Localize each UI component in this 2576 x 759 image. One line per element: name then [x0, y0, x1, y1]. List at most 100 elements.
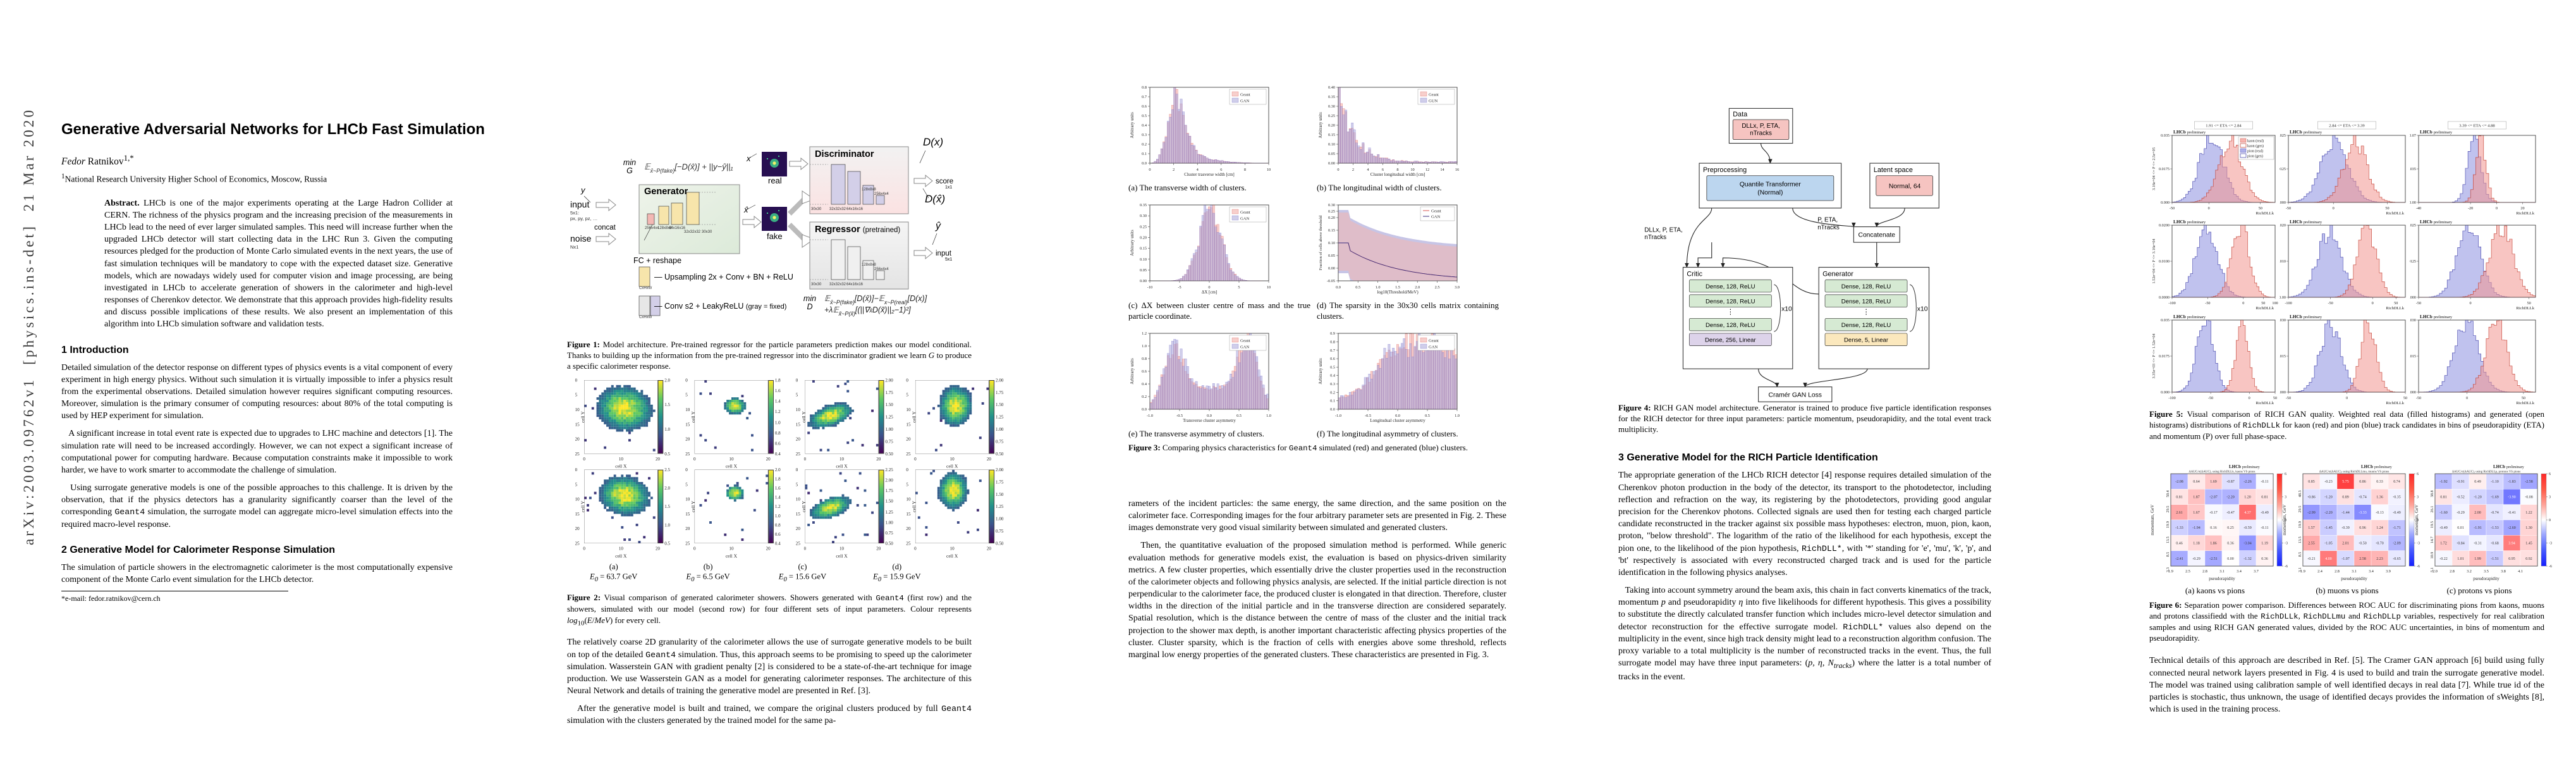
svg-text:Longitudual cluster asymmetry: Longitudual cluster asymmetry: [1370, 418, 1425, 423]
svg-text:0.8: 0.8: [1142, 85, 1147, 90]
svg-text:3.1: 3.1: [2219, 569, 2225, 574]
svg-text:0.49: 0.49: [2474, 480, 2481, 484]
svg-text:CxHxW: CxHxW: [639, 316, 652, 319]
svg-text:0.6: 0.6: [1330, 357, 1335, 361]
svg-text:50: 50: [2261, 301, 2265, 305]
svg-text:ΔAUC/σ(ΔAUC), using RichDLLp,: ΔAUC/σ(ΔAUC), using RichDLLp, protons VS…: [2452, 471, 2520, 474]
svg-text:0.025: 0.025: [2280, 133, 2286, 138]
svg-text:ŷ: ŷ: [935, 221, 941, 231]
svg-text:19.9: 19.9: [2166, 521, 2170, 528]
svg-text:1.67: 1.67: [2193, 510, 2200, 514]
svg-text:0.0: 0.0: [1142, 407, 1147, 412]
svg-text:1.36: 1.36: [2376, 495, 2383, 499]
svg-text:0.85: 0.85: [2308, 480, 2315, 484]
svg-text:0.35: 0.35: [1328, 95, 1335, 99]
svg-text:Generator: Generator: [644, 187, 688, 197]
svg-text:-1.44: -1.44: [2341, 510, 2350, 514]
svg-text:0.46: 0.46: [2176, 541, 2183, 545]
svg-text:2: 2: [1352, 168, 1354, 172]
svg-text:30x30: 30x30: [811, 207, 822, 211]
svg-text:-0.17: -0.17: [2209, 510, 2218, 514]
svg-text:1.2: 1.2: [1142, 331, 1147, 336]
svg-text:1.18: 1.18: [2193, 541, 2200, 545]
svg-text:0.025: 0.025: [2410, 223, 2416, 228]
svg-text:LHCb preliminary: LHCb preliminary: [2420, 219, 2453, 225]
svg-text:-0.35: -0.35: [2393, 495, 2401, 499]
svg-text:-2.41: -2.41: [2175, 557, 2183, 560]
svg-text:0.035: 0.035: [2161, 133, 2170, 138]
svg-text:GAN: GAN: [1429, 345, 1438, 349]
svg-text:19.9: 19.9: [2298, 521, 2302, 528]
svg-text:-0.41: -0.41: [2508, 510, 2516, 514]
svg-text:0.7: 0.7: [1330, 348, 1335, 352]
svg-text:0.015: 0.015: [2410, 354, 2416, 359]
svg-text:29.5: 29.5: [2298, 505, 2302, 512]
svg-text:-2.60: -2.60: [2508, 526, 2516, 530]
svg-text:Cramér GAN Loss: Cramér GAN Loss: [1769, 392, 1822, 398]
svg-text:-2.20: -2.20: [2324, 510, 2333, 514]
svg-text:-0.08: -0.08: [2525, 495, 2533, 499]
svg-text:Geant: Geant: [1429, 93, 1439, 97]
svg-text:10: 10: [1410, 168, 1414, 172]
svg-text:-1.33: -1.33: [2175, 526, 2183, 530]
svg-text:32x32x32: 32x32x32: [829, 283, 846, 287]
svg-text:0.000: 0.000: [2161, 390, 2170, 395]
svg-text:𝔼x̂~P(fake)[D(x̂)]−𝔼x~P(real: 𝔼x̂~P(fake)[D(x̂)]−𝔼x~P(real)[D(x)]: [824, 294, 927, 305]
svg-text:-0.31: -0.31: [2474, 541, 2482, 545]
svg-text:0: 0: [2470, 301, 2472, 305]
svg-text:GAN: GAN: [1431, 214, 1441, 219]
svg-text:-0.86: -0.86: [2307, 495, 2316, 499]
svg-text:-1.10: -1.10: [2491, 480, 2499, 484]
svg-text:-0.39: -0.39: [2341, 526, 2350, 530]
svg-text:min: min: [803, 294, 816, 303]
svg-text:⋮: ⋮: [1727, 308, 1734, 316]
svg-text:0.81: 0.81: [2440, 495, 2447, 499]
svg-text:0.30: 0.30: [1328, 203, 1335, 207]
svg-text:0.1: 0.1: [1142, 152, 1147, 156]
svg-text:0.92: 0.92: [2525, 557, 2532, 560]
svg-text:-1.51: -1.51: [2491, 557, 2499, 560]
svg-text:DLLx, P, ETA,: DLLx, P, ETA,: [1644, 226, 1682, 233]
svg-text:-2.58: -2.58: [2525, 480, 2533, 484]
svg-text:0.20: 0.20: [1328, 216, 1335, 220]
svg-text:1x1: 1x1: [945, 185, 952, 190]
svg-text:1.99: 1.99: [2474, 557, 2481, 560]
svg-text:1.0: 1.0: [1142, 344, 1147, 349]
svg-text:0.2: 0.2: [1142, 395, 1147, 399]
svg-text:1.72: 1.72: [2440, 541, 2447, 545]
svg-text:Dense, 256, Linear: Dense, 256, Linear: [1705, 337, 1756, 344]
svg-text:-0.84: -0.84: [2457, 541, 2465, 545]
svg-text:0.4: 0.4: [1330, 373, 1336, 378]
svg-text:0.5: 0.5: [1355, 285, 1360, 290]
svg-text:0.64: 0.64: [2193, 480, 2200, 484]
svg-text:-2.07: -2.07: [2209, 495, 2218, 499]
svg-text:ΔX [cm]: ΔX [cm]: [1202, 290, 1218, 295]
svg-text:noise: noise: [570, 233, 592, 244]
svg-text:5x1: 5x1: [945, 257, 952, 262]
svg-text:-0.59: -0.59: [2243, 526, 2252, 530]
svg-text:RichDLLk: RichDLLk: [2386, 401, 2404, 405]
svg-text:momentum, GeV: momentum, GeV: [2282, 504, 2287, 535]
svg-text:0.035: 0.035: [2410, 167, 2416, 171]
svg-text:5.1: 5.1: [2430, 567, 2434, 572]
svg-text:-50: -50: [2205, 301, 2210, 305]
svg-text:16: 16: [1455, 168, 1459, 172]
svg-text:0.000: 0.000: [2410, 295, 2416, 300]
svg-text:-5: -5: [1178, 285, 1181, 290]
svg-text:0.030: 0.030: [2280, 318, 2286, 323]
svg-text:0.20: 0.20: [1140, 235, 1147, 240]
svg-text:0.3: 0.3: [1330, 382, 1335, 386]
svg-text:0.0175: 0.0175: [2159, 354, 2170, 359]
svg-text:FC + reshape: FC + reshape: [633, 256, 681, 265]
svg-text:Geant: Geant: [1240, 338, 1250, 343]
svg-text:0.00: 0.00: [1140, 279, 1147, 283]
svg-text:12: 12: [1425, 168, 1429, 172]
svg-text:1.01: 1.01: [2457, 557, 2464, 560]
svg-text:5.75: 5.75: [2342, 480, 2349, 484]
svg-text:0.4: 0.4: [1142, 123, 1147, 128]
svg-text:-6: -6: [2549, 565, 2552, 569]
svg-text:Cluster trasverse width [cm]: Cluster trasverse width [cm]: [1184, 172, 1235, 177]
svg-text:0.0: 0.0: [1142, 161, 1147, 166]
svg-text:⋮: ⋮: [1863, 308, 1870, 316]
svg-text:1.45: 1.45: [2525, 541, 2532, 545]
